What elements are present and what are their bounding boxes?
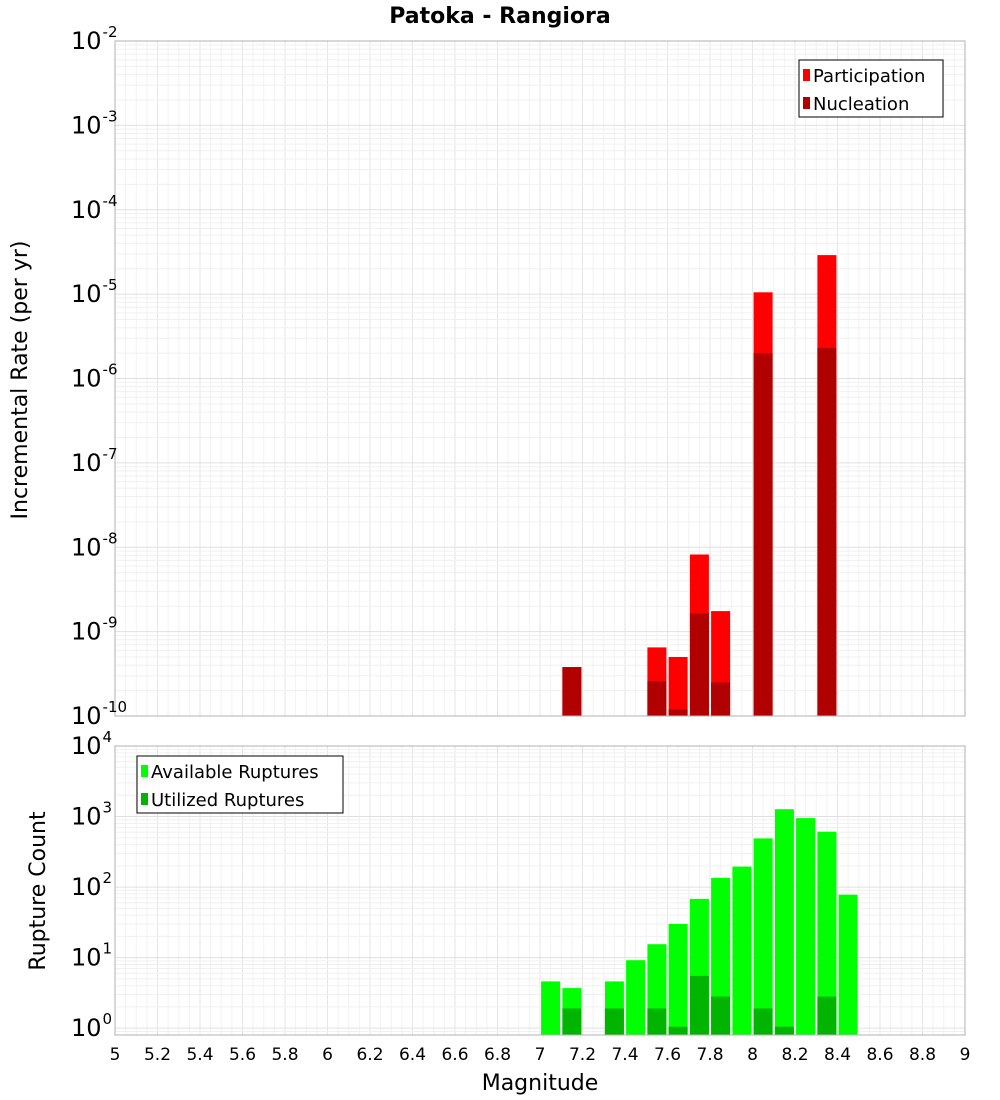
- top-bar-nucleation: [647, 681, 667, 716]
- bottom-bar-available-ruptures: [732, 866, 752, 1035]
- x-tick-label: 7.8: [696, 1045, 723, 1065]
- bottom-y-ticks: 100 101 102 103 104: [71, 728, 112, 1042]
- x-tick-label: 7.6: [654, 1045, 681, 1065]
- bottom-y-tick-label: 102: [71, 869, 112, 901]
- x-tick-label: 8.4: [824, 1045, 851, 1065]
- bottom-bar-available-ruptures: [668, 924, 688, 1035]
- bottom-bars: [541, 809, 858, 1035]
- top-legend-swatch: [803, 69, 810, 81]
- bottom-bar-available-ruptures: [541, 981, 561, 1035]
- x-tick-label: 8.2: [781, 1045, 808, 1065]
- top-legend-box: [798, 59, 944, 118]
- bottom-bar-utilized-ruptures: [711, 996, 731, 1035]
- top-y-tick-label: 10-3: [71, 107, 118, 139]
- bottom-bar-available-ruptures: [626, 960, 646, 1035]
- x-ticks: 5 5.2 5.4 5.6 5.8 6 6.2 6.4 6.6 6.8 7 7.2 7.4 7.6 7.8 8…: [110, 1045, 971, 1065]
- top-y-tick-label: 10-2: [71, 23, 118, 55]
- bottom-bar-utilized-ruptures: [689, 975, 709, 1035]
- x-tick-label: 8.6: [866, 1045, 893, 1065]
- bottom-bar-utilized-ruptures: [668, 1026, 688, 1035]
- top-y-tick-label: 10-4: [71, 192, 118, 224]
- top-bar-nucleation: [668, 709, 688, 716]
- bottom-bar-utilized-ruptures: [647, 1008, 667, 1035]
- top-y-tick-label: 10-6: [71, 361, 118, 393]
- bottom-bar-available-ruptures: [711, 877, 731, 1035]
- bottom-plot-border: [114, 745, 966, 1036]
- bottom-legend-label: Available Ruptures: [151, 762, 319, 783]
- x-tick-label: 7.2: [569, 1045, 596, 1065]
- x-tick-label: 9: [960, 1045, 971, 1065]
- bottom-y-tick-label: 103: [71, 799, 112, 831]
- top-y-tick-label: 10-10: [71, 698, 127, 730]
- top-legend-label: Nucleation: [813, 94, 909, 115]
- top-legend-swatch: [803, 97, 810, 109]
- x-tick-label: 6: [322, 1045, 333, 1065]
- top-grid: [115, 40, 965, 717]
- bottom-legend-box: [136, 755, 344, 814]
- x-tick-label: 7: [535, 1045, 546, 1065]
- x-tick-label: 5: [110, 1045, 121, 1065]
- bottom-bar-utilized-ruptures: [753, 1008, 773, 1035]
- bottom-legend-swatch: [141, 793, 148, 805]
- bottom-bar-available-ruptures: [753, 838, 773, 1035]
- x-tick-label: 6.6: [441, 1045, 468, 1065]
- top-y-ticks: 10-10 10-9 10-8 10-7 10-6 10-5 10-4 10-3 10-2: [71, 23, 127, 730]
- bottom-bar-utilized-ruptures: [562, 1008, 582, 1035]
- top-y-tick-label: 10-5: [71, 276, 118, 308]
- bottom-legend-swatch: [141, 765, 148, 777]
- top-bar-nucleation: [711, 682, 731, 716]
- x-tick-label: 6.2: [356, 1045, 383, 1065]
- x-axis-label: Magnitude: [482, 1071, 599, 1096]
- bottom-y-axis-label: Rupture Count: [26, 811, 51, 971]
- top-panel: 10-10 10-9 10-8 10-7 10-6 10-5 10-4 10-3 10-2 In…: [8, 23, 966, 730]
- top-plot-border: [114, 40, 966, 717]
- bottom-bar-available-ruptures: [838, 894, 858, 1035]
- bottom-bar-utilized-ruptures: [817, 996, 837, 1035]
- x-tick-label: 6.8: [484, 1045, 511, 1065]
- x-tick-label: 5.2: [144, 1045, 171, 1065]
- bottom-y-tick-label: 104: [71, 728, 112, 760]
- top-bar-nucleation: [689, 613, 709, 716]
- top-y-axis-label: Incremental Rate (per yr): [8, 241, 33, 520]
- top-legend: Participation Nucleation: [798, 59, 944, 118]
- top-y-tick-label: 10-8: [71, 529, 118, 561]
- top-bars: [562, 255, 837, 716]
- bottom-bar-available-ruptures: [796, 818, 816, 1035]
- x-tick-label: 8.8: [909, 1045, 936, 1065]
- x-tick-label: 7.4: [611, 1045, 638, 1065]
- bottom-bar-utilized-ruptures: [774, 1026, 794, 1035]
- bottom-legend-label: Utilized Ruptures: [151, 790, 304, 811]
- bottom-bar-utilized-ruptures: [604, 1008, 624, 1035]
- bottom-y-tick-label: 101: [71, 940, 112, 972]
- bottom-legend: Available Ruptures Utilized Ruptures: [136, 755, 344, 814]
- top-y-tick-label: 10-7: [71, 445, 118, 477]
- bottom-bar-available-ruptures: [774, 809, 794, 1035]
- x-tick-label: 5.8: [271, 1045, 298, 1065]
- chart-title: Patoka - Rangiora: [389, 4, 610, 29]
- x-tick-label: 5.6: [229, 1045, 256, 1065]
- top-legend-label: Participation: [813, 66, 925, 87]
- x-tick-label: 8: [747, 1045, 758, 1065]
- top-y-tick-label: 10-9: [71, 614, 118, 646]
- top-bar-nucleation: [753, 353, 773, 716]
- bottom-bar-available-ruptures: [817, 831, 837, 1035]
- top-bar-nucleation: [817, 348, 837, 716]
- x-tick-label: 5.4: [186, 1045, 213, 1065]
- top-bar-participation: [668, 657, 688, 716]
- bottom-panel: 100 101 102 103 104 Rupture Count Available …: [26, 728, 966, 1042]
- top-bar-nucleation: [562, 667, 582, 716]
- x-tick-label: 6.4: [399, 1045, 426, 1065]
- bottom-y-tick-label: 100: [71, 1010, 112, 1042]
